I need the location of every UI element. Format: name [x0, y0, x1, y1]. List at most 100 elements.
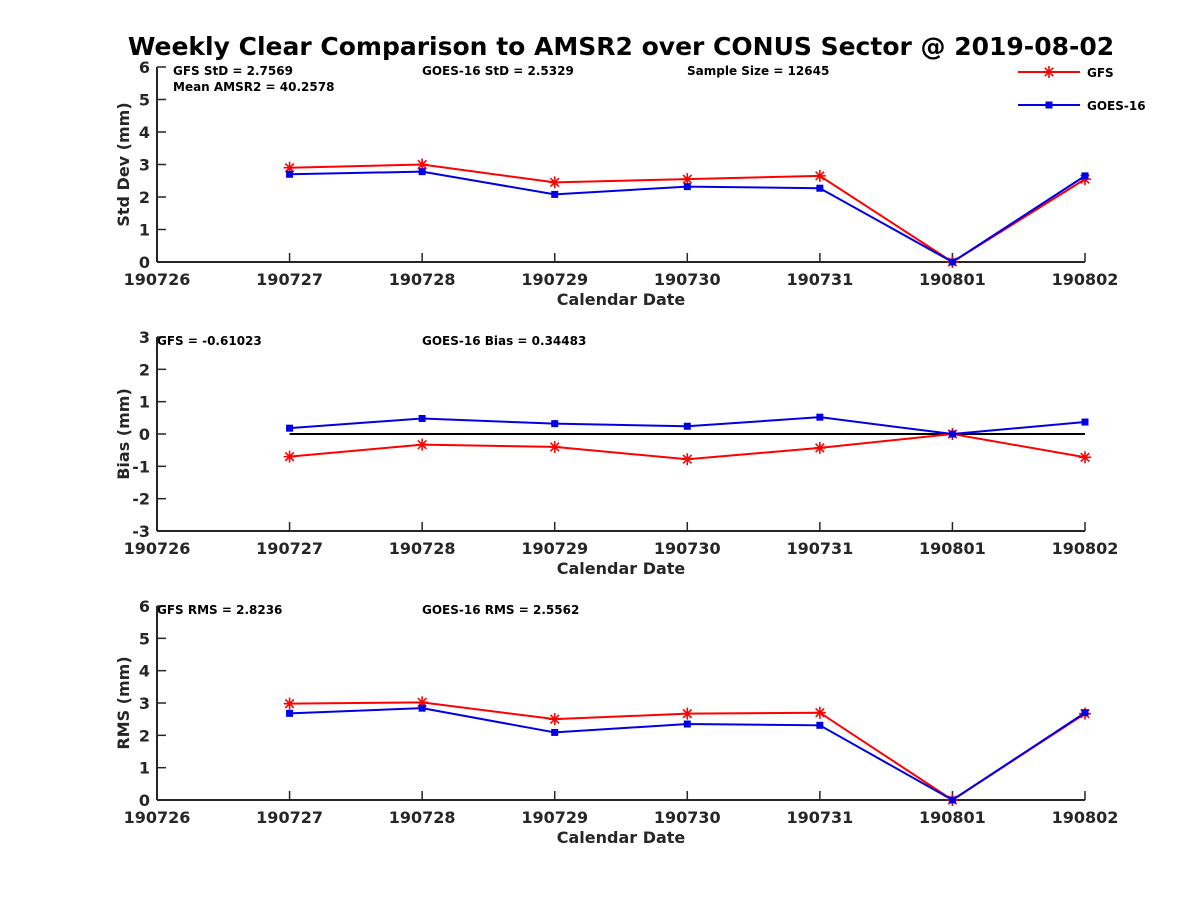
data-point — [1081, 709, 1089, 717]
x-tick-label: 190801 — [919, 270, 986, 289]
chart-title: Weekly Clear Comparison to AMSR2 over CO… — [128, 32, 1114, 61]
data-point — [286, 709, 294, 717]
legend-marker — [1045, 101, 1053, 109]
data-point — [816, 184, 824, 192]
data-point — [551, 728, 559, 736]
x-tick-label: 190728 — [389, 539, 456, 558]
data-point — [551, 420, 559, 428]
data-point — [813, 441, 826, 454]
legend-entry: GFS — [1018, 66, 1114, 80]
x-tick-label: 190801 — [919, 808, 986, 827]
data-point — [1081, 172, 1089, 180]
stat-annotation: Mean AMSR2 = 40.2578 — [173, 80, 334, 94]
data-point — [548, 713, 561, 726]
stat-annotation: GOES-16 RMS = 2.5562 — [422, 603, 579, 617]
x-axis-label: Calendar Date — [557, 828, 686, 847]
data-point — [816, 721, 824, 729]
y-tick-label: -1 — [132, 457, 150, 476]
x-tick-label: 190729 — [521, 808, 588, 827]
stat-annotation: Sample Size = 12645 — [687, 64, 829, 78]
x-tick-label: 190729 — [521, 539, 588, 558]
y-tick-label: 2 — [139, 360, 150, 379]
y-axis-label: Std Dev (mm) — [114, 102, 133, 226]
panels: 190726 190727 190728 190729 190730 190731 1908… — [114, 58, 1118, 847]
data-point — [681, 707, 694, 720]
y-tick-label: -3 — [132, 522, 150, 541]
data-point — [813, 169, 826, 182]
x-tick-label: 190728 — [389, 808, 456, 827]
x-tick-label: 190730 — [654, 270, 721, 289]
data-point — [1079, 451, 1091, 464]
x-tick-label: 190729 — [521, 270, 588, 289]
y-tick-label: 6 — [139, 597, 150, 616]
chart-panel-3: 190726 190727 190728 190729 190730 190731 1908… — [114, 597, 1118, 847]
stat-annotation: GFS = -0.61023 — [157, 334, 262, 348]
y-tick-label: 1 — [139, 759, 150, 778]
x-tick-label: 190726 — [124, 539, 191, 558]
x-tick-label: 190727 — [256, 539, 323, 558]
stat-annotation: GFS StD = 2.7569 — [173, 64, 293, 78]
x-tick-label: 190727 — [256, 270, 323, 289]
data-point — [418, 168, 426, 176]
legend-entry: GOES-16 — [1018, 99, 1146, 113]
x-tick-label: 190728 — [389, 270, 456, 289]
legend-label: GOES-16 — [1087, 99, 1146, 113]
y-axis-label: Bias (mm) — [114, 388, 133, 480]
data-point — [813, 706, 826, 719]
y-axis-label: RMS (mm) — [114, 656, 133, 749]
chart-panel-2: 190726 190727 190728 190729 190730 190731 1908… — [114, 328, 1118, 578]
y-tick-label: 3 — [139, 328, 150, 347]
data-point — [283, 161, 296, 174]
stat-annotation: GOES-16 Bias = 0.34483 — [422, 334, 586, 348]
data-point — [418, 414, 426, 422]
y-tick-label: 2 — [139, 726, 150, 745]
data-point — [681, 453, 694, 466]
legend-label: GFS — [1087, 66, 1114, 80]
y-tick-label: 0 — [139, 791, 150, 810]
data-point — [683, 183, 691, 191]
legend: GFS GOES-16 — [1018, 66, 1146, 113]
y-tick-label: 4 — [139, 662, 150, 681]
legend-marker — [1043, 66, 1055, 78]
x-tick-label: 190731 — [786, 270, 853, 289]
data-point — [286, 424, 294, 432]
y-tick-label: 5 — [139, 91, 150, 110]
data-point — [816, 413, 824, 421]
stat-annotation: GOES-16 StD = 2.5329 — [422, 64, 574, 78]
x-tick-label: 190726 — [124, 270, 191, 289]
series-goes-16 — [286, 413, 1089, 438]
x-tick-label: 190730 — [654, 539, 721, 558]
data-point — [283, 450, 296, 463]
x-tick-label: 190726 — [124, 808, 191, 827]
series-goes-16 — [286, 704, 1089, 804]
y-tick-label: 3 — [139, 156, 150, 175]
x-tick-label: 190802 — [1052, 808, 1119, 827]
data-point — [683, 720, 691, 728]
stat-annotation: GFS RMS = 2.8236 — [157, 603, 282, 617]
y-tick-label: -2 — [132, 490, 150, 509]
y-tick-label: 0 — [139, 253, 150, 272]
data-point — [948, 258, 956, 266]
data-point — [286, 170, 294, 178]
data-point — [418, 704, 426, 712]
y-tick-label: 3 — [139, 694, 150, 713]
data-point — [948, 430, 956, 438]
data-point — [416, 696, 429, 709]
y-tick-label: 0 — [139, 425, 150, 444]
data-point — [1081, 418, 1089, 426]
x-tick-label: 190731 — [786, 808, 853, 827]
data-point — [548, 176, 561, 189]
x-tick-label: 190727 — [256, 808, 323, 827]
x-tick-label: 190801 — [919, 539, 986, 558]
x-axis-label: Calendar Date — [557, 290, 686, 309]
y-tick-label: 4 — [139, 123, 150, 142]
x-tick-label: 190731 — [786, 539, 853, 558]
data-point — [681, 173, 694, 186]
y-tick-label: 5 — [139, 629, 150, 648]
data-point — [683, 422, 691, 430]
data-point — [416, 438, 429, 451]
x-tick-label: 190802 — [1052, 270, 1119, 289]
x-tick-label: 190802 — [1052, 539, 1119, 558]
y-tick-label: 6 — [139, 58, 150, 77]
data-point — [548, 440, 561, 453]
